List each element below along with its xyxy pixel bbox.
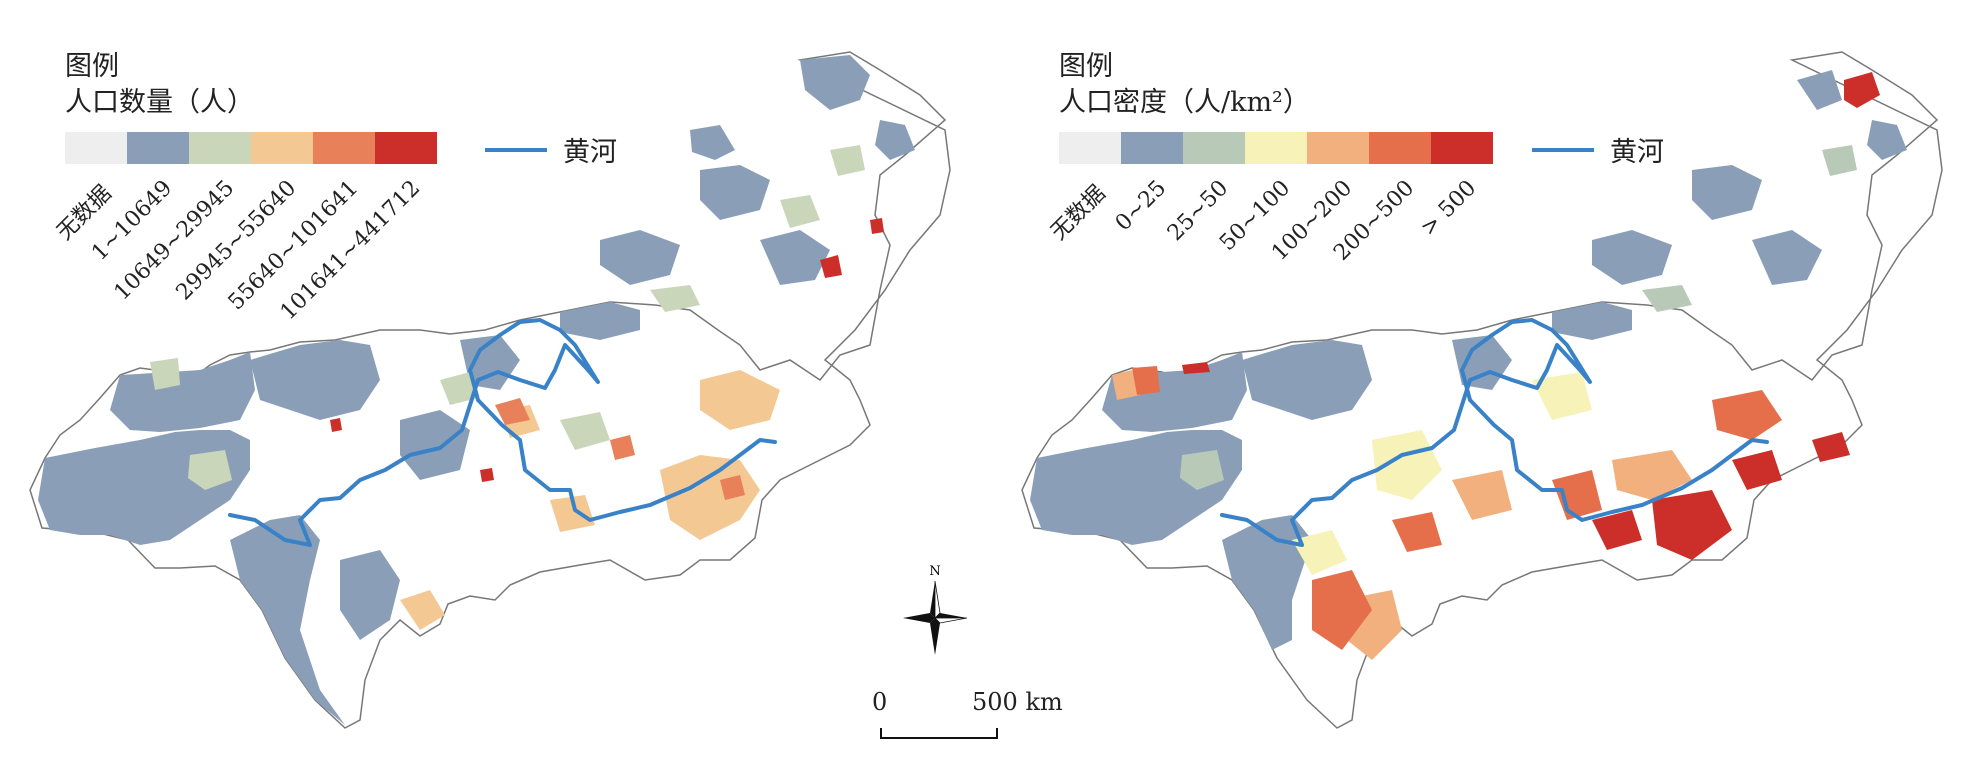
class-1-10649-areas [38,55,915,725]
scale-start-label: 0 [872,688,888,716]
legend-swatch [65,132,127,164]
scale-end-label: 500 km [972,688,1063,716]
legend-title: 人口密度（人/km²） [1059,87,1310,118]
population-count-map-panel: 图例 人口数量（人） 无数据 1~10649 10649~29945 29945~55… [29,51,951,729]
north-arrow-icon: N [903,564,968,655]
river-legend-label: 黄河 [563,137,617,168]
legend-heading: 图例 [65,51,119,82]
legend-swatch [375,132,437,164]
legend-swatch [1245,132,1307,164]
scale-bar-line [880,728,998,739]
legend-swatch [1369,132,1431,164]
population-density-map [1021,51,1943,729]
class-over-500-areas [1182,72,1880,560]
legend-title: 人口数量（人） [65,87,254,118]
class-25-50-areas [1180,145,1857,490]
river-line-icon [485,147,547,152]
legend-swatch [1121,132,1183,164]
legend-swatch [1431,132,1493,164]
river-legend: 黄河 [485,130,617,169]
river-legend: 黄河 [1532,130,1664,169]
yellow-river [1220,318,1769,547]
class-101641-441712-areas [330,218,884,482]
yellow-river [228,318,777,547]
legend-swatch [1183,132,1245,164]
legend-swatch [1059,132,1121,164]
river-line-icon [1532,147,1594,152]
legend-swatch [127,132,189,164]
legend-heading: 图例 [1059,51,1113,82]
legend-swatch [1307,132,1369,164]
class-10649-29945-areas [150,145,865,490]
class-50-100-areas [1292,372,1592,575]
north-label: N [929,564,940,579]
class-55640-101641-areas [495,398,745,500]
legend-color-scale [65,132,437,164]
legend-swatch [189,132,251,164]
population-density-map-panel: 图例 人口密度（人/km²） 无数据 0~25 25~50 50~100 100~200… [992,0,1984,775]
legend-swatch [313,132,375,164]
legend-color-scale [1059,132,1493,164]
class-200-500-areas [1132,366,1782,650]
class-100-200-areas [1112,370,1692,660]
scale-bar: 0 500 km [860,688,1063,748]
river-legend-label: 黄河 [1610,137,1664,168]
legend-swatch [251,132,313,164]
population-count-map [29,51,951,729]
